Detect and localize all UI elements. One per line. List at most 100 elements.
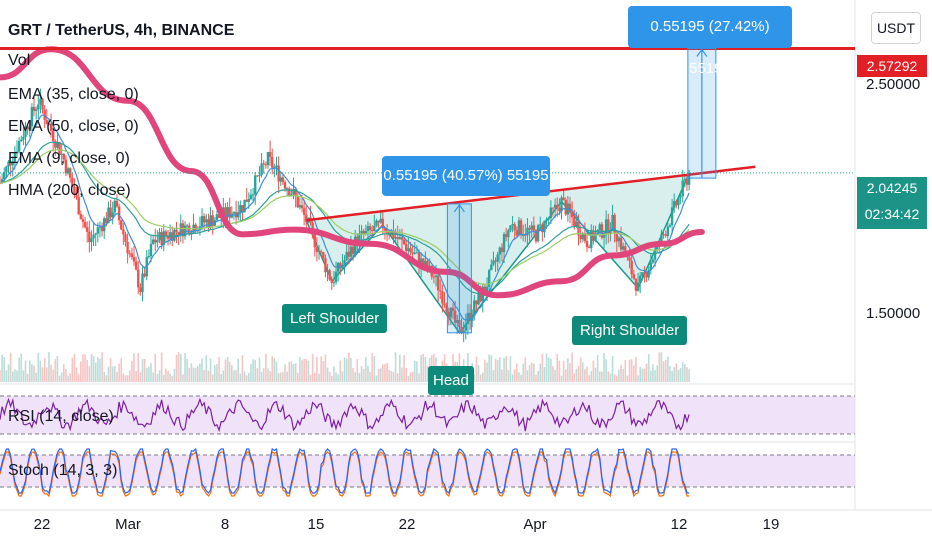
volume-bar	[422, 353, 425, 382]
volume-bar	[1, 354, 3, 382]
candle-body	[611, 214, 614, 232]
volume-bar	[624, 359, 627, 382]
indicator-label-hma200[interactable]: HMA (200, close)	[8, 182, 131, 199]
indicator-label-vol[interactable]: Vol	[8, 52, 31, 69]
volume-bar	[262, 367, 265, 382]
candle-body	[366, 226, 370, 232]
candle-body	[319, 251, 323, 253]
candle-body	[37, 104, 40, 110]
candle-body	[294, 188, 297, 197]
symbol-title[interactable]: GRT / TetherUS, 4h, BINANCE	[8, 22, 235, 39]
volume-bar	[377, 368, 380, 382]
candle-body	[615, 233, 618, 242]
volume-bar	[45, 367, 48, 382]
volume-bar	[645, 363, 648, 382]
volume-bar	[669, 365, 671, 382]
head-label: Head	[428, 366, 474, 395]
volume-bar	[167, 370, 169, 382]
volume-bar	[175, 355, 178, 382]
volume-bar	[24, 360, 27, 382]
candle-body	[545, 219, 548, 221]
volume-bar	[673, 367, 676, 382]
volume-bar	[11, 371, 14, 382]
candle-body	[475, 300, 478, 305]
volume-bar	[375, 375, 378, 382]
volume-bar	[626, 375, 629, 382]
volume-bar	[177, 352, 180, 382]
candle-body	[439, 290, 442, 292]
volume-bar	[337, 374, 339, 382]
volume-bar	[162, 374, 165, 382]
volume-bar	[122, 373, 125, 382]
volume-bar	[647, 354, 650, 382]
volume-bar	[184, 353, 186, 382]
candle-body	[638, 275, 642, 283]
volume-bar	[84, 354, 86, 382]
volume-bar	[633, 365, 635, 382]
volume-bar	[520, 374, 522, 382]
candle-body	[298, 205, 302, 208]
candle-body	[243, 199, 246, 213]
rsi-line	[0, 397, 690, 433]
candle-body	[277, 165, 280, 182]
volume-bar	[490, 355, 493, 382]
volume-bar	[371, 353, 374, 382]
rsi-label[interactable]: RSI (14, close)	[8, 408, 114, 425]
candle-body	[617, 237, 621, 242]
volume-bar	[637, 375, 639, 382]
volume-bar	[71, 357, 74, 382]
volume-bar	[311, 353, 314, 382]
volume-bar	[318, 373, 320, 382]
candle-body	[377, 220, 380, 223]
candle-body	[624, 246, 627, 256]
candle-body	[400, 237, 404, 240]
currency-button[interactable]: USDT	[871, 12, 921, 44]
volume-bar	[126, 375, 129, 382]
volume-bar	[605, 359, 607, 382]
volume-bar	[73, 353, 76, 382]
candle-body	[86, 227, 89, 232]
candle-body	[64, 159, 68, 174]
candle-body	[32, 106, 36, 111]
candle-body	[360, 230, 363, 234]
indicator-label-ema50[interactable]: EMA (50, close, 0)	[8, 118, 139, 135]
candle-body	[79, 214, 83, 220]
volume-bar	[54, 359, 57, 382]
candle-body	[528, 227, 531, 230]
candle-body	[583, 233, 587, 242]
volume-bar	[286, 371, 288, 382]
volume-bar	[128, 370, 131, 382]
volume-bar	[571, 352, 573, 382]
candle-body	[522, 234, 525, 236]
volume-bar	[586, 366, 588, 382]
candle-body	[43, 109, 46, 121]
candle-body	[500, 247, 504, 253]
candle-body	[290, 194, 293, 196]
candle-body	[73, 187, 76, 195]
volume-bar	[611, 355, 614, 382]
candle-body	[245, 199, 248, 202]
volume-bar	[379, 368, 382, 382]
candle-body	[673, 201, 676, 208]
indicator-label-ema35[interactable]: EMA (35, close, 0)	[8, 86, 139, 103]
volume-bar	[324, 354, 327, 382]
candle-body	[249, 194, 253, 199]
stoch-label[interactable]: Stoch (14, 3, 3)	[8, 462, 118, 479]
candle-body	[432, 276, 436, 278]
volume-bar	[296, 373, 299, 382]
candle-body	[379, 218, 382, 223]
time-tick: 22	[398, 516, 416, 533]
indicator-label-ema9[interactable]: EMA (9, close, 0)	[8, 150, 130, 167]
candle-body	[581, 233, 584, 240]
candle-body	[183, 225, 187, 237]
candle-body	[81, 219, 85, 222]
candle-body	[468, 312, 472, 321]
candle-body	[311, 222, 314, 231]
volume-bar	[613, 374, 616, 382]
volume-bar	[335, 372, 337, 382]
candle-body	[666, 226, 670, 237]
candle-body	[160, 232, 163, 245]
measure-arrowhead	[453, 203, 465, 213]
